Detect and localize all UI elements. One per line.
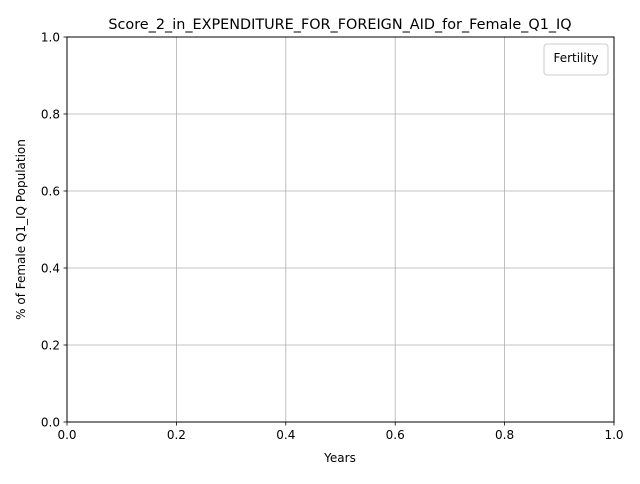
y-tick-label: 0.4 — [41, 261, 60, 275]
y-tick-label: 1.0 — [41, 30, 60, 44]
y-tick-label: 0.2 — [41, 338, 60, 352]
x-tick-label: 0.6 — [386, 428, 405, 442]
grid — [66, 36, 615, 423]
x-tick-label: 0.0 — [57, 428, 76, 442]
axis-ticks: 0.0 0.2 0.4 0.6 0.8 1.0 0.0 0.2 0.4 0.6 0.8 1.0 — [41, 30, 624, 442]
x-tick-label: 0.4 — [276, 428, 295, 442]
x-tick-label: 0.8 — [495, 428, 514, 442]
y-tick-label: 0.8 — [41, 107, 60, 121]
legend: Fertility — [543, 43, 609, 76]
x-tick-label: 1.0 — [604, 428, 623, 442]
legend-title: Fertility — [553, 51, 598, 65]
chart-title: Score_2_in_EXPENDITURE_FOR_FOREIGN_AID_f… — [108, 17, 571, 33]
y-axis-label: % of Female Q1_IQ Population — [14, 139, 28, 320]
y-tick-label: 0.6 — [41, 184, 60, 198]
x-axis-label: Years — [323, 451, 356, 465]
x-tick-label: 0.2 — [167, 428, 186, 442]
y-tick-label: 0.0 — [41, 415, 60, 429]
plot-area-frame — [66, 36, 615, 423]
legend-box — [543, 43, 609, 76]
